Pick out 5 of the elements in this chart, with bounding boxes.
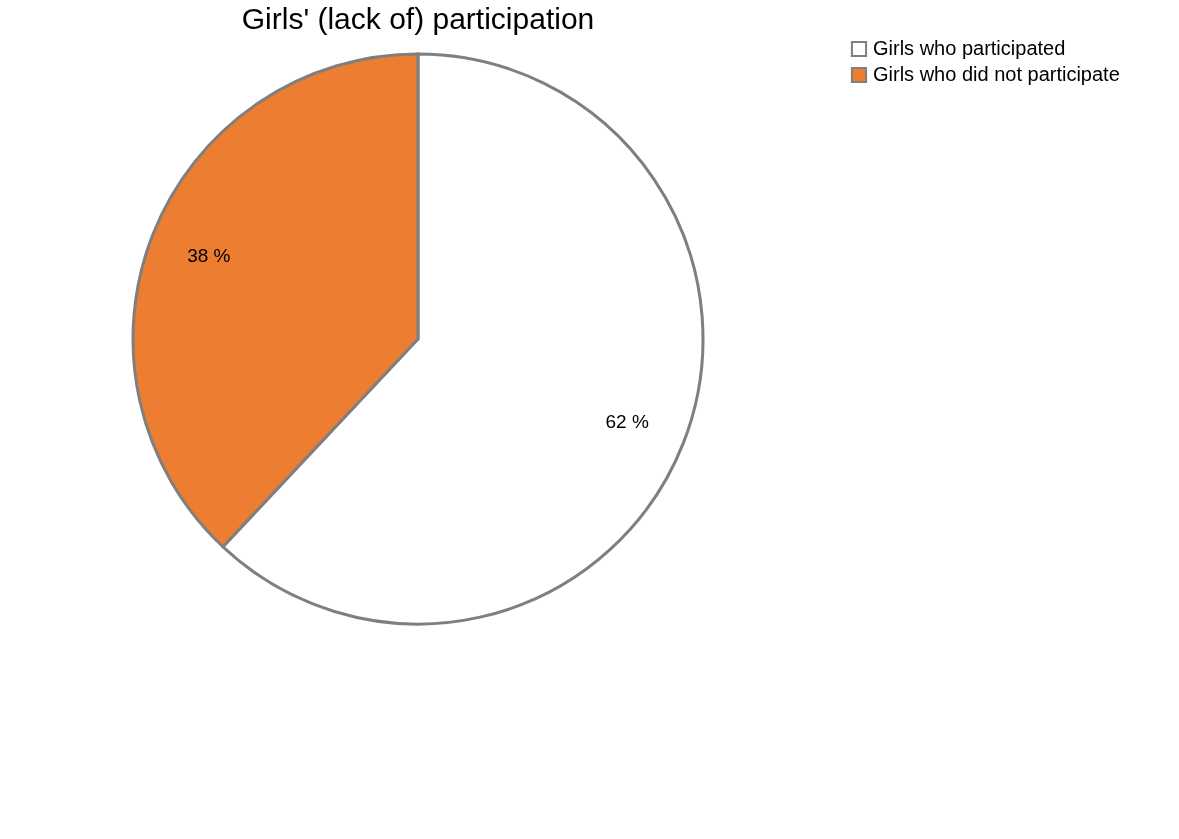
legend-label: Girls who did not participate: [873, 63, 1120, 85]
legend-label: Girls who participated: [873, 37, 1066, 59]
data-label: 62 %: [605, 410, 649, 432]
chart-title: Girls' (lack of) participation: [241, 2, 595, 35]
data-label: 38 %: [187, 245, 231, 267]
